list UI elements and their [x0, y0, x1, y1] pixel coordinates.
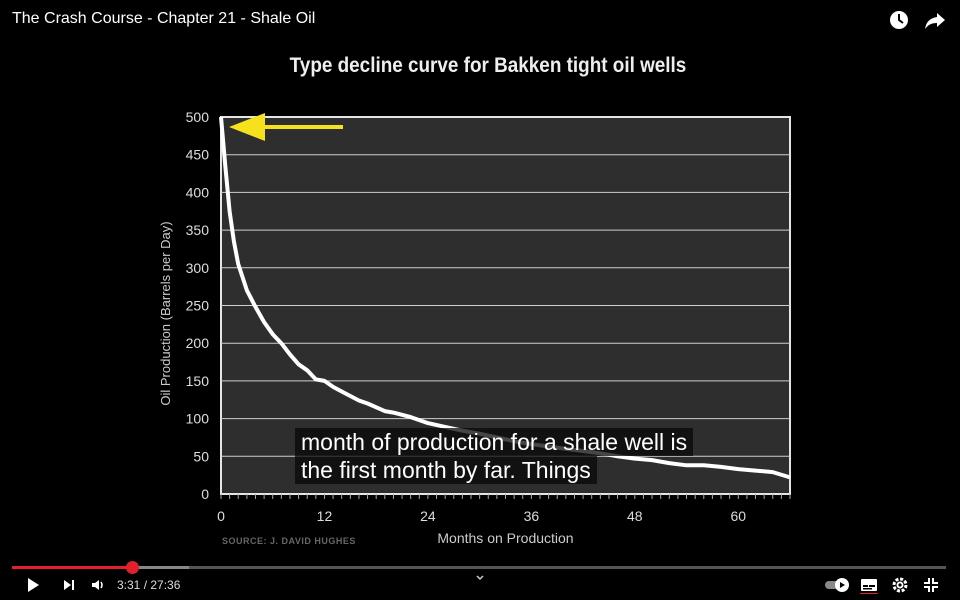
subtitle-line-2: the first month by far. Things [295, 456, 597, 484]
subtitle-overlay: month of production for a shale well is … [295, 428, 694, 484]
y-tick-label: 150 [186, 373, 210, 389]
scrubber-handle[interactable] [125, 561, 139, 574]
next-icon[interactable] [60, 576, 78, 599]
autoplay-toggle[interactable] [824, 577, 852, 598]
chart-source: SOURCE: J. DAVID HUGHES [222, 536, 356, 546]
volume-icon[interactable] [90, 576, 108, 599]
captions-icon[interactable] [860, 576, 878, 599]
y-tick-label: 100 [186, 411, 210, 427]
decline-curve-line [219, 116, 791, 480]
y-axis-label: Oil Production (Barrels per Day) [158, 221, 173, 405]
arrow-head [229, 113, 265, 141]
watch-later-icon[interactable] [888, 9, 910, 31]
exit-fullscreen-icon[interactable] [922, 576, 940, 599]
y-tick-label: 500 [186, 109, 210, 125]
progress-bar[interactable] [12, 561, 946, 574]
time-display: 3:31 / 27:36 [117, 578, 181, 592]
player-controls: 3:31 / 27:36 [0, 572, 960, 600]
y-tick-label: 350 [186, 222, 210, 238]
y-tick-label: 300 [186, 260, 210, 276]
video-title[interactable]: The Crash Course - Chapter 21 - Shale Oi… [12, 10, 316, 27]
x-axis-label: Months on Production [437, 530, 573, 546]
x-tick-label: 48 [627, 508, 643, 524]
x-tick-label: 0 [217, 508, 225, 524]
x-tick-label: 60 [730, 508, 746, 524]
y-tick-label: 50 [193, 448, 209, 464]
y-tick-label: 450 [186, 147, 210, 163]
x-tick-label: 12 [317, 508, 333, 524]
y-tick-label: 250 [186, 298, 210, 314]
played-bar [12, 566, 132, 569]
play-icon[interactable] [24, 576, 42, 599]
chart-title: Type decline curve for Bakken tight oil … [289, 54, 687, 77]
chevron-down-icon[interactable] [474, 572, 486, 587]
x-tick-label: 24 [420, 508, 436, 524]
share-icon[interactable] [924, 9, 946, 31]
y-tick-label: 400 [186, 184, 210, 200]
settings-icon[interactable] [891, 576, 909, 599]
y-tick-label: 200 [186, 335, 210, 351]
y-tick-label: 0 [201, 486, 209, 502]
subtitle-line-1: month of production for a shale well is [295, 428, 694, 456]
top-actions [888, 9, 946, 31]
x-tick-label: 36 [524, 508, 540, 524]
